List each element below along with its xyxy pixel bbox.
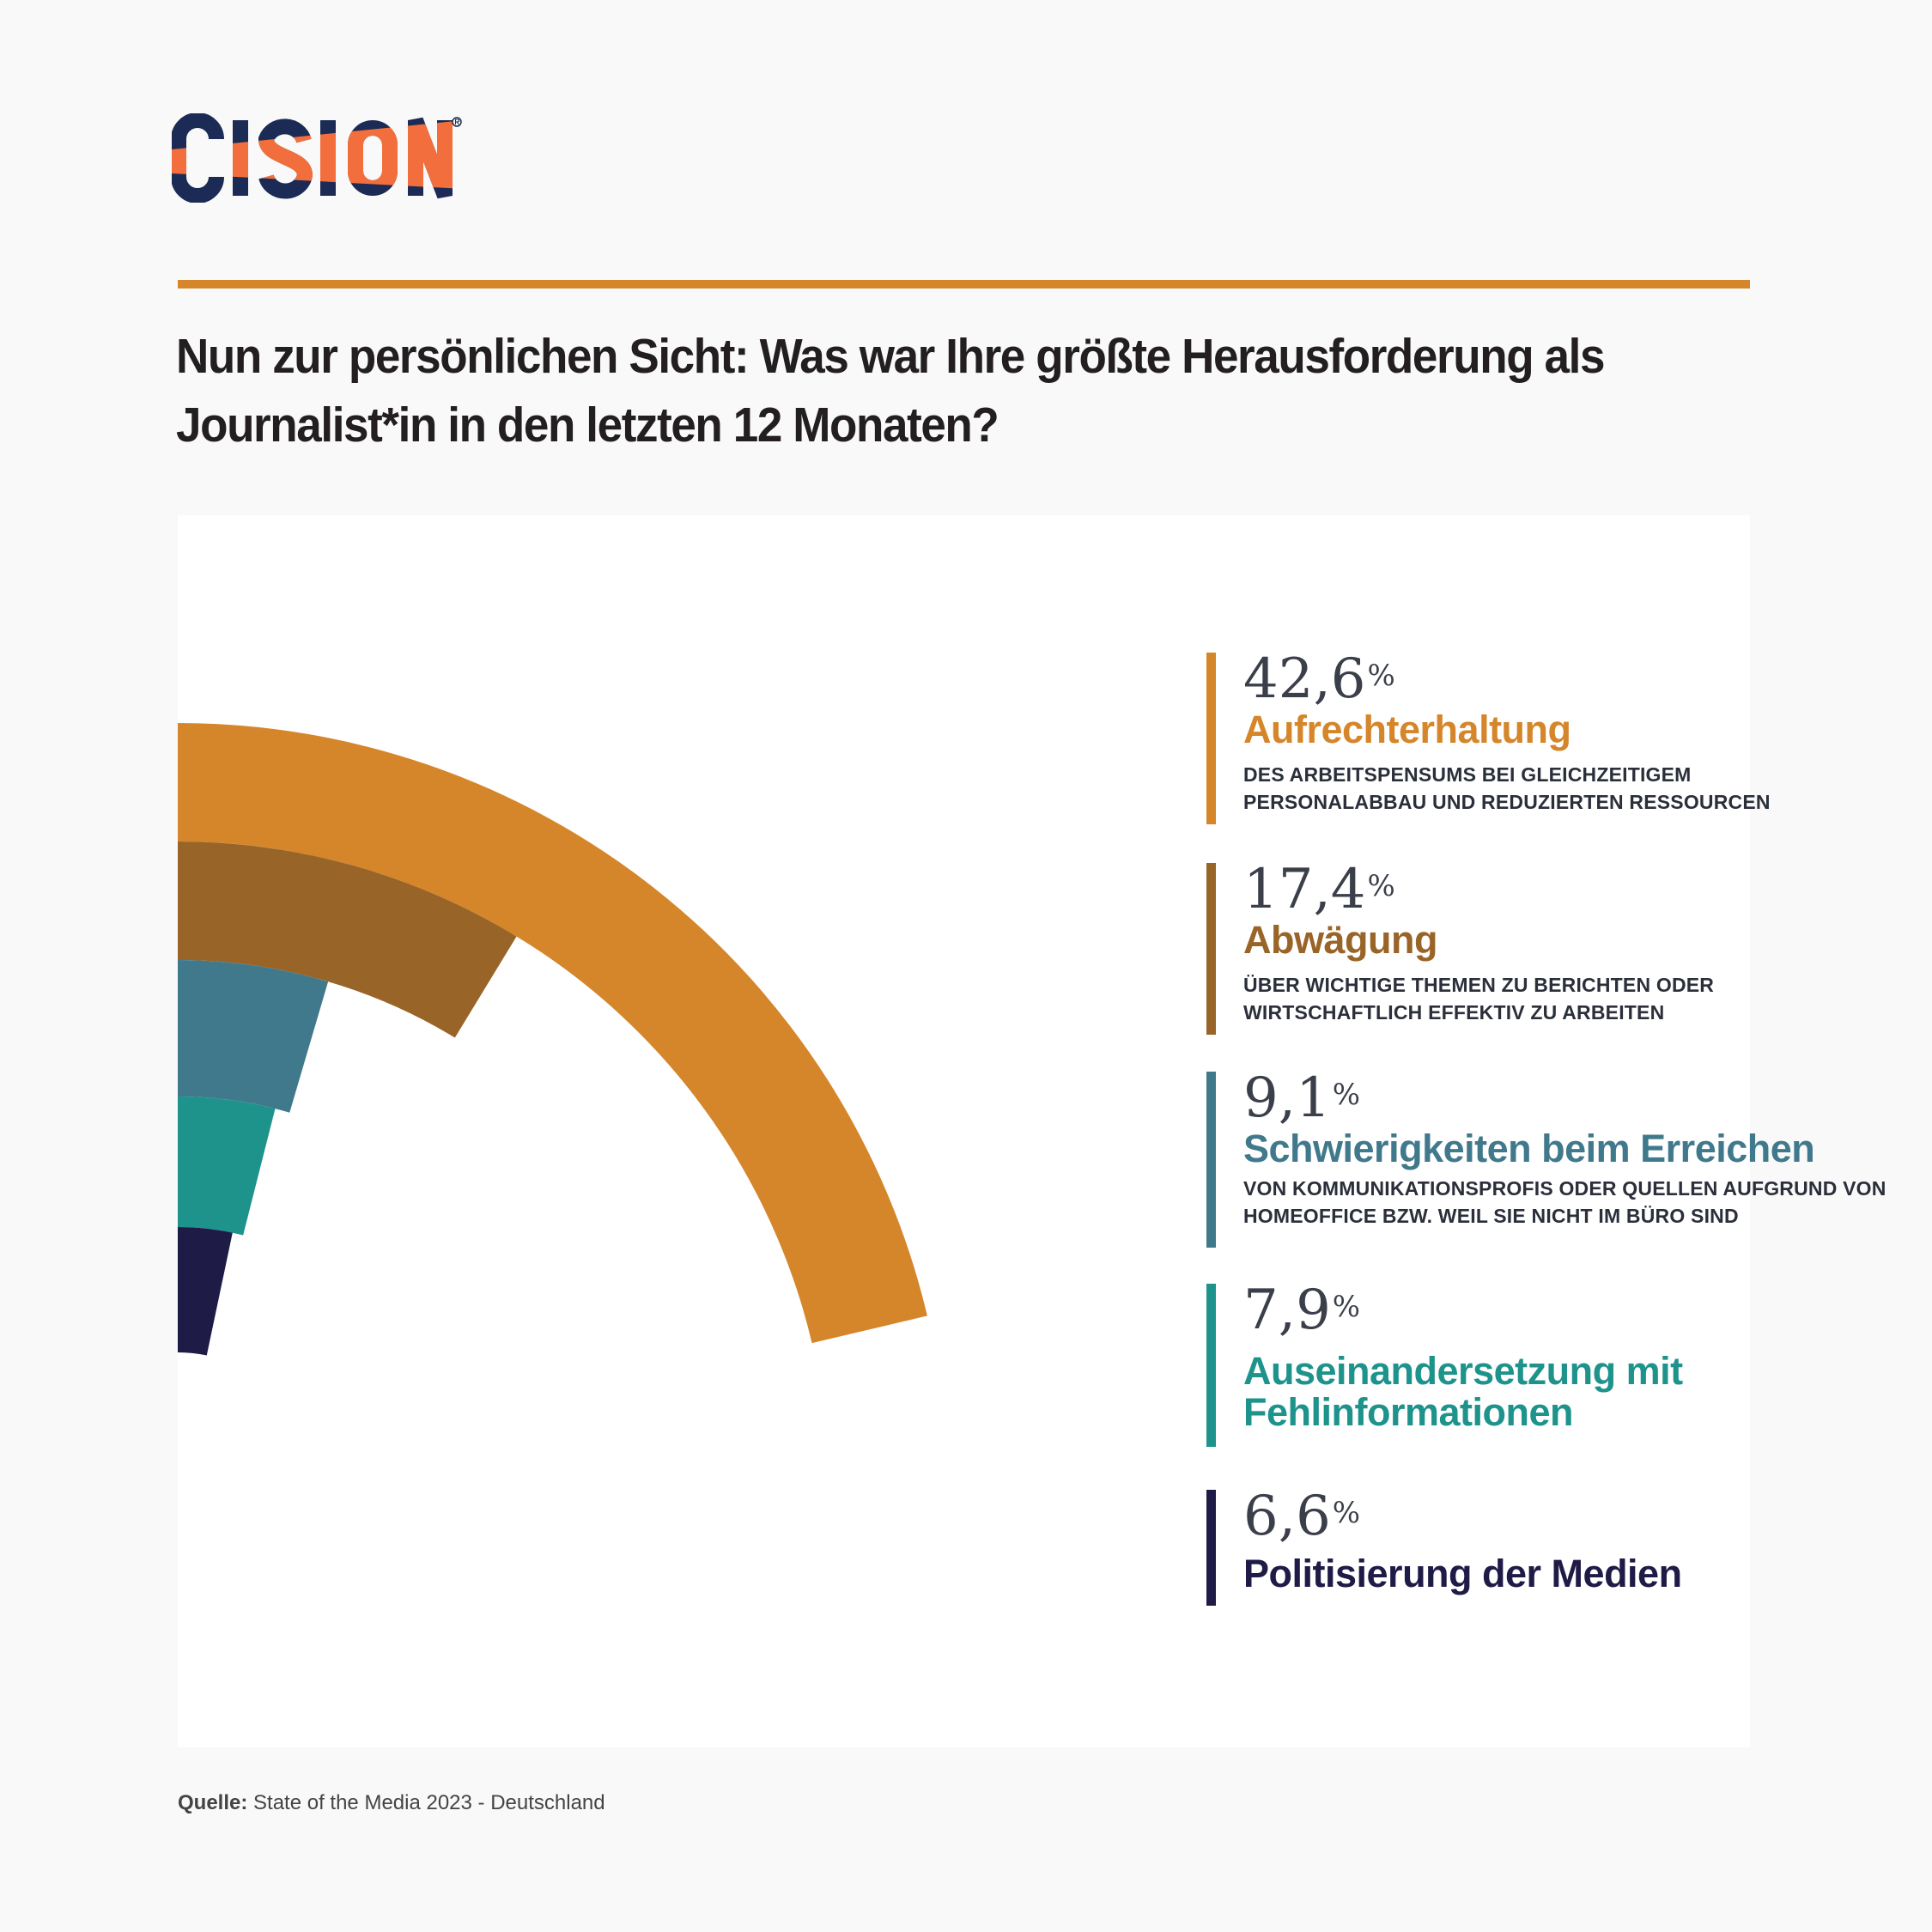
category-label: Aufrechterhaltung <box>1243 708 1571 751</box>
legend-item: 6,6% Politisierung der Medien <box>1206 1486 1682 1606</box>
radial-bar <box>178 1227 233 1356</box>
category-label: Abwägung <box>1243 918 1437 962</box>
category-description: VON KOMMUNIKATIONSPROFIS ODER QUELLEN AU… <box>1243 1177 1886 1227</box>
value-label: 9,1% <box>1243 1066 1361 1130</box>
cision-logo <box>172 113 462 203</box>
category-label: Auseinandersetzung mit Fehlinformationen <box>1243 1349 1683 1434</box>
category-description: ÜBER WICHTIGE THEMEN ZU BERICHTEN ODER W… <box>1243 974 1715 1024</box>
page-title: Nun zur persönlichen Sicht: Was war Ihre… <box>176 329 1605 453</box>
value-label: 7,9% <box>1243 1279 1361 1342</box>
value-label: 6,6% <box>1243 1485 1361 1548</box>
divider <box>178 280 1750 289</box>
legend-item: 7,9% Auseinandersetzung mit Fehlinformat… <box>1206 1280 1810 1447</box>
value-label: 17,4% <box>1243 858 1395 921</box>
category-description: DES ARBEITSPENSUMS BEI GLEICHZEITIGEM PE… <box>1243 763 1771 813</box>
radial-bar-chart <box>178 723 927 1356</box>
legend-item: 9,1% Schwierigkeiten beim Erreichen VON … <box>1206 1068 1922 1248</box>
category-label: Politisierung der Medien <box>1243 1552 1682 1595</box>
legend-item: 17,4% Abwägung ÜBER WICHTIGE THEMEN ZU B… <box>1206 858 1844 1035</box>
category-label: Schwierigkeiten beim Erreichen <box>1243 1127 1815 1170</box>
legend-item: 42,6% Aufrechterhaltung DES ARBEITSPENSU… <box>1206 649 1862 824</box>
source-note: Quelle: State of the Media 2023 - Deutsc… <box>178 1791 605 1814</box>
radial-bar <box>178 723 927 1344</box>
radial-bar <box>178 841 517 1038</box>
chart-panel: 42,6% Aufrechterhaltung DES ARBEITSPENSU… <box>178 515 1886 1747</box>
radial-bar <box>178 1097 276 1236</box>
radial-bar <box>178 960 329 1113</box>
value-label: 42,6% <box>1243 647 1395 711</box>
